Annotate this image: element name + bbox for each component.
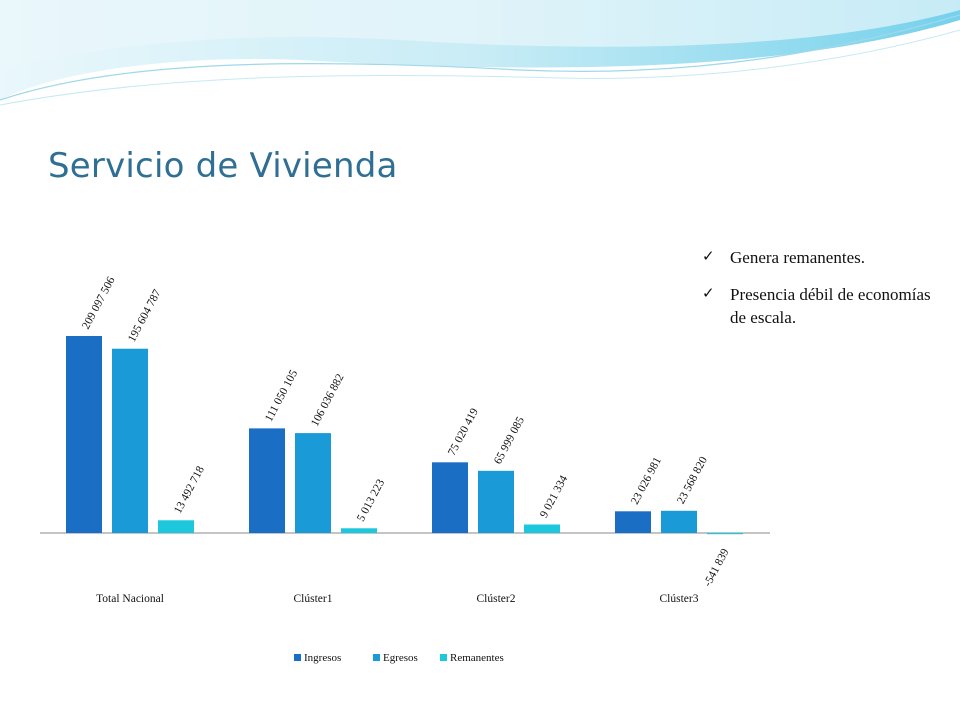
bar [112,348,148,533]
legend-label: Egresos [383,652,418,664]
bar [478,470,514,533]
bar [295,433,331,533]
legend-swatch [373,654,380,661]
bar [249,428,285,533]
data-label: 23 026 981 [629,455,664,507]
data-label: 5 013 223 [355,477,387,523]
bar [158,520,194,533]
data-label: 106 036 882 [309,372,347,429]
data-label: 111 050 105 [263,368,300,424]
bar [341,528,377,533]
legend-label: Remanentes [450,652,504,664]
bullet-item: ✓ Presencia débil de economías de escala… [700,283,940,329]
category-label: Clúster1 [294,593,333,605]
bar [615,511,651,533]
category-label: Clúster3 [660,593,699,605]
category-label: Total Nacional [96,593,164,605]
data-label: 75 020 419 [446,406,481,458]
data-label: 195 604 787 [126,287,164,344]
data-label: -541 839 [702,547,732,589]
bullet-text: Genera remanentes. [730,248,865,267]
legend-swatch [440,654,447,661]
data-label: 209 097 506 [80,275,118,332]
bar [432,462,468,533]
legend-label: Ingresos [304,652,341,664]
data-label: 65 999 085 [492,415,527,467]
header-wave-decoration [0,0,960,106]
legend-swatch [294,654,301,661]
bullet-item: ✓ Genera remanentes. [700,246,940,269]
data-label: 13 492 718 [172,464,207,516]
bar [661,510,697,533]
data-label: 23 568 820 [675,455,710,507]
bullet-text: Presencia débil de economías de escala. [730,285,931,327]
bar [524,524,560,533]
bar [66,336,102,533]
category-label: Clúster2 [477,593,516,605]
checkmark-icon: ✓ [702,249,715,265]
bullet-list: ✓ Genera remanentes. ✓ Presencia débil d… [700,246,940,343]
checkmark-icon: ✓ [702,286,715,302]
data-label: 9 021 334 [538,473,570,519]
slide-title: Servicio de Vivienda [48,146,398,186]
bar [707,533,743,535]
